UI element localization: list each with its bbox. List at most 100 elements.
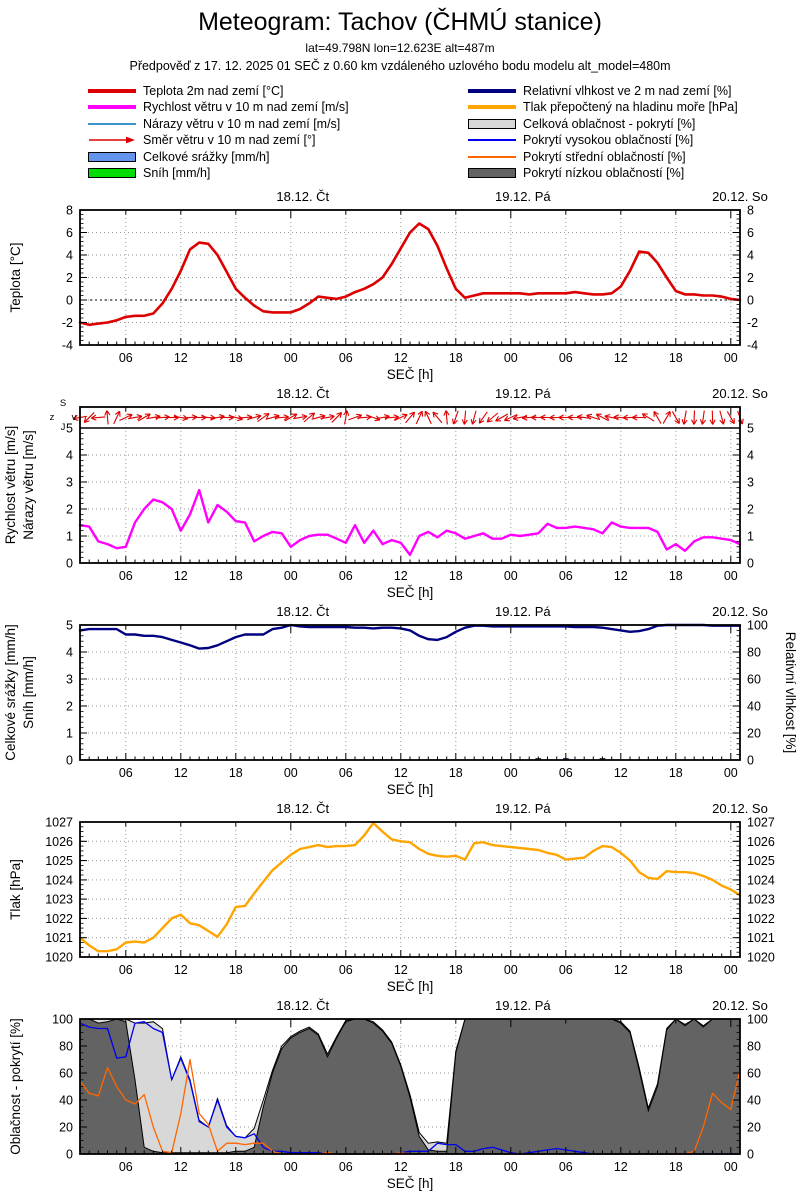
svg-text:1025: 1025 xyxy=(747,854,775,868)
svg-text:18: 18 xyxy=(449,351,463,365)
legend-swatch-box-icon xyxy=(468,168,516,178)
svg-text:06: 06 xyxy=(559,766,573,780)
gridlines xyxy=(80,210,740,345)
day-labels: 18.12. Čt 19.12. Pá 20.12. So xyxy=(276,801,767,816)
svg-text:4: 4 xyxy=(66,646,73,660)
legend-label: Pokrytí nízkou oblačností [%] xyxy=(523,166,685,180)
svg-text:00: 00 xyxy=(724,351,738,365)
wind-arrow-icon xyxy=(432,411,443,424)
svg-text:1024: 1024 xyxy=(747,873,775,887)
svg-text:80: 80 xyxy=(747,1040,761,1054)
wind-arrow-icon xyxy=(681,410,688,425)
series-wind_speed_ms xyxy=(78,488,742,557)
svg-text:06: 06 xyxy=(339,351,353,365)
svg-text:1021: 1021 xyxy=(45,931,73,945)
wind-arrow-icon xyxy=(405,411,416,424)
wind-arrow-icon xyxy=(137,413,151,422)
svg-text:1: 1 xyxy=(747,530,754,544)
gridlines xyxy=(80,625,740,760)
station-coordinates: lat=49.798N lon=12.623E alt=487m xyxy=(305,41,495,55)
svg-text:1023: 1023 xyxy=(45,893,73,907)
svg-text:18: 18 xyxy=(449,569,463,583)
wind-arrow-icon xyxy=(320,414,335,421)
day-label: 20.12. So xyxy=(712,801,768,816)
legend-swatch-line-thin-icon xyxy=(468,155,516,158)
svg-text:18: 18 xyxy=(229,766,243,780)
legend-swatch-arrow-icon xyxy=(88,135,136,145)
y-axis-label: Celkové srážky [mm/h] xyxy=(3,624,18,761)
svg-text:2: 2 xyxy=(66,503,73,517)
svg-text:0: 0 xyxy=(66,294,73,308)
day-label: 18.12. Čt xyxy=(276,998,329,1013)
svg-text:40: 40 xyxy=(747,1094,761,1108)
legend-label: Pokrytí střední oblačností [%] xyxy=(523,149,686,164)
wind-arrow-icon xyxy=(303,412,316,423)
svg-text:2: 2 xyxy=(66,700,73,714)
legend-item: Pokrytí nízkou oblačností [%] xyxy=(468,166,684,180)
legend-label: Nárazy větru v 10 m nad zemí [m/s] xyxy=(143,116,341,131)
panel-vitr: 18.12. Čt 19.12. Pá 20.12. SoSzJv012345012… xyxy=(3,386,768,600)
svg-text:100: 100 xyxy=(52,1013,73,1027)
wind-arrow-icon xyxy=(113,410,121,425)
wind-arrow-icon xyxy=(486,412,499,423)
y-axis-label: Sníh [mm/h] xyxy=(21,656,36,729)
series-pressure_hpa xyxy=(78,821,742,953)
svg-text:1027: 1027 xyxy=(45,816,73,830)
svg-text:00: 00 xyxy=(284,963,298,977)
wind-arrow-icon xyxy=(201,414,216,421)
svg-text:3: 3 xyxy=(747,476,754,490)
svg-text:18: 18 xyxy=(449,963,463,977)
svg-text:0: 0 xyxy=(66,1148,73,1162)
right-y-axis-label: Relativní vlhkost [%] xyxy=(783,632,798,754)
x-axis-label: SEČ [h] xyxy=(387,367,434,382)
svg-text:2: 2 xyxy=(747,503,754,517)
wind-arrow-icon xyxy=(504,414,518,422)
wind-arrow-icon xyxy=(415,410,424,425)
svg-text:60: 60 xyxy=(747,1067,761,1081)
day-labels: 18.12. Čt 19.12. Pá 20.12. So xyxy=(276,998,767,1013)
svg-text:06: 06 xyxy=(339,569,353,583)
svg-text:1024: 1024 xyxy=(45,873,73,887)
wind-arrow-icon xyxy=(293,414,308,421)
svg-text:-2: -2 xyxy=(747,316,758,330)
day-label: 19.12. Pá xyxy=(495,998,551,1013)
y-axis-label: Rychlost větru [m/s] xyxy=(3,426,18,545)
svg-text:18: 18 xyxy=(229,963,243,977)
svg-text:12: 12 xyxy=(394,569,408,583)
axis-ticks xyxy=(79,209,741,346)
svg-text:0: 0 xyxy=(66,754,73,768)
svg-text:18: 18 xyxy=(229,1160,243,1174)
svg-text:1027: 1027 xyxy=(747,816,775,830)
wind-arrow-icon xyxy=(653,410,662,424)
svg-text:00: 00 xyxy=(724,963,738,977)
plot-frame xyxy=(79,624,741,761)
day-label: 19.12. Pá xyxy=(495,189,551,204)
wind-arrow-icon xyxy=(662,410,671,424)
legend-item: Nárazy větru v 10 m nad zemí [m/s] xyxy=(88,117,340,131)
svg-text:4: 4 xyxy=(66,449,73,463)
svg-text:06: 06 xyxy=(559,569,573,583)
wind-arrow-icon xyxy=(128,414,143,421)
panel-tlak: 18.12. Čt 19.12. Pá 20.12. So1020102110221… xyxy=(8,801,775,994)
day-label: 20.12. So xyxy=(712,604,768,619)
plot-frame xyxy=(79,209,741,346)
svg-text:60: 60 xyxy=(59,1067,73,1081)
svg-text:06: 06 xyxy=(339,766,353,780)
svg-text:00: 00 xyxy=(284,766,298,780)
plot-frame xyxy=(79,406,741,564)
svg-text:12: 12 xyxy=(394,1160,408,1174)
wind-arrow-icon xyxy=(461,410,468,425)
svg-text:18: 18 xyxy=(669,766,683,780)
svg-text:8: 8 xyxy=(66,204,73,218)
wind-arrow-icon xyxy=(331,412,343,423)
wind-arrow-icon xyxy=(699,410,707,425)
svg-text:3: 3 xyxy=(66,476,73,490)
gridlines xyxy=(80,822,740,957)
axis-ticks xyxy=(79,821,741,958)
svg-text:18: 18 xyxy=(229,351,243,365)
svg-text:1023: 1023 xyxy=(747,893,775,907)
gridlines xyxy=(80,407,740,563)
wind-arrow-icon xyxy=(595,413,609,422)
legend-item: Směr větru v 10 m nad zemí [°] xyxy=(88,133,315,147)
